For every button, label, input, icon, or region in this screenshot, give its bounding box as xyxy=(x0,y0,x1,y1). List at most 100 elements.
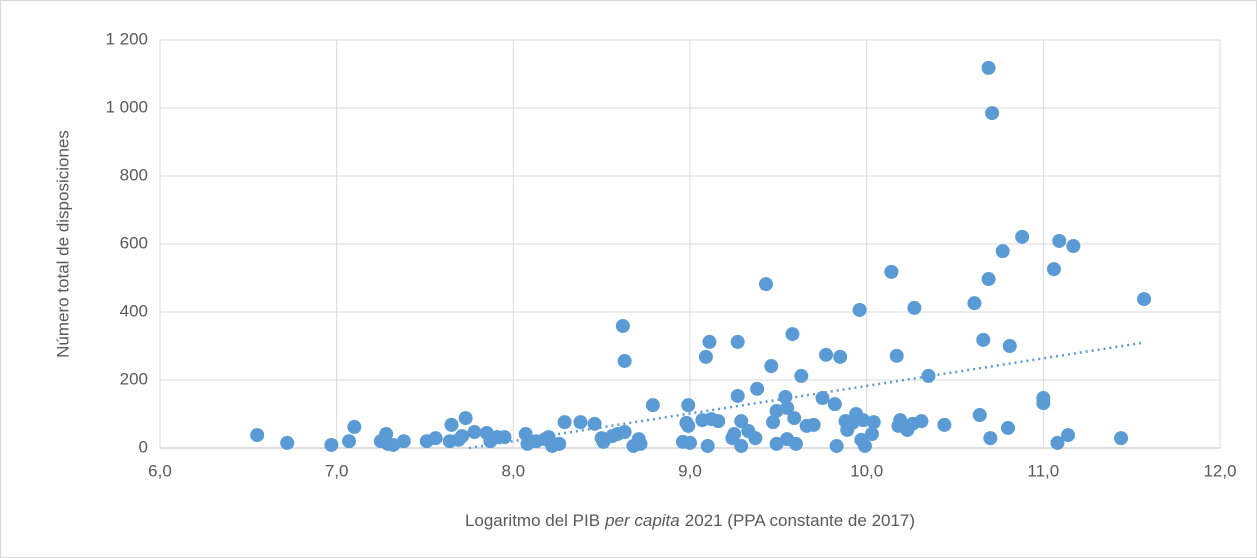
point xyxy=(852,302,867,317)
point xyxy=(976,332,991,347)
y-tick-label: 600 xyxy=(120,233,148,252)
y-tick-label: 1 000 xyxy=(105,97,148,116)
point xyxy=(681,418,696,433)
point xyxy=(907,300,922,315)
point xyxy=(727,427,742,442)
point xyxy=(750,381,765,396)
x-axis-label-part: Logaritmo del PIB xyxy=(465,511,600,530)
point xyxy=(806,417,821,432)
point xyxy=(250,428,265,443)
point xyxy=(1001,420,1015,435)
point xyxy=(455,429,470,444)
point xyxy=(1050,435,1065,450)
point xyxy=(764,359,779,374)
x-tick-label: 11,0 xyxy=(1027,461,1059,480)
point xyxy=(347,419,362,434)
point xyxy=(815,391,830,406)
point xyxy=(787,411,802,426)
x-axis-label-part: 2021 (PPA constante de 2017) xyxy=(685,511,915,530)
x-tick-label: 9,0 xyxy=(678,461,702,480)
point xyxy=(730,388,745,403)
y-tick-label: 1 200 xyxy=(105,29,148,48)
point xyxy=(428,431,443,446)
y-tick-label: 400 xyxy=(120,301,148,320)
point xyxy=(702,334,717,349)
point xyxy=(829,438,844,453)
point xyxy=(573,415,588,430)
point xyxy=(467,425,482,440)
point xyxy=(1046,262,1061,277)
point xyxy=(981,60,996,75)
point xyxy=(889,348,904,363)
x-axis-label: Logaritmo del PIB per capita 2021 (PPA con… xyxy=(465,511,915,530)
point xyxy=(552,436,567,451)
point xyxy=(633,436,648,451)
y-tick-label: 800 xyxy=(120,165,148,184)
point xyxy=(785,327,800,342)
point xyxy=(778,390,793,404)
point xyxy=(1002,339,1017,353)
x-tick-label: 8,0 xyxy=(502,461,526,480)
x-tick-label: 12,0 xyxy=(1203,461,1236,480)
y-axis-label: Número total de disposiciones xyxy=(53,130,72,358)
point xyxy=(995,244,1010,259)
point xyxy=(864,427,879,442)
point xyxy=(458,411,473,426)
point xyxy=(734,414,749,429)
point xyxy=(1052,233,1067,248)
point xyxy=(967,296,982,311)
point xyxy=(985,106,1000,121)
x-tick-label: 10,0 xyxy=(850,461,883,480)
point xyxy=(794,368,809,383)
point xyxy=(711,414,726,429)
x-tick-label: 7,0 xyxy=(325,461,349,480)
point xyxy=(766,415,781,430)
point xyxy=(972,408,987,423)
point xyxy=(557,415,572,430)
point xyxy=(769,436,784,451)
point xyxy=(587,416,602,431)
point xyxy=(833,349,848,364)
point xyxy=(280,435,295,450)
point xyxy=(342,434,357,449)
point xyxy=(1066,239,1081,254)
point xyxy=(856,413,871,428)
point xyxy=(937,417,952,432)
y-tick-label: 200 xyxy=(120,369,148,388)
point xyxy=(444,417,459,432)
point xyxy=(981,272,996,287)
point xyxy=(617,353,632,368)
point xyxy=(819,347,834,362)
x-tick-label: 6,0 xyxy=(148,461,172,480)
point xyxy=(884,264,899,279)
point xyxy=(700,438,715,453)
point xyxy=(615,318,630,333)
point xyxy=(683,435,697,450)
point xyxy=(681,398,696,413)
point xyxy=(734,438,749,453)
point xyxy=(324,437,339,452)
point xyxy=(386,437,401,452)
point xyxy=(396,434,411,449)
point xyxy=(758,277,773,292)
point xyxy=(1015,229,1030,244)
point xyxy=(1061,428,1076,443)
y-tick-label: 0 xyxy=(139,437,148,456)
point xyxy=(769,403,784,418)
point xyxy=(1114,431,1129,446)
point xyxy=(748,431,763,446)
point xyxy=(780,400,795,415)
point xyxy=(983,431,998,446)
point xyxy=(730,334,745,349)
point xyxy=(698,349,713,364)
point xyxy=(914,414,929,429)
point xyxy=(857,438,872,453)
point xyxy=(645,398,660,413)
point xyxy=(789,436,803,451)
point xyxy=(866,415,881,430)
point xyxy=(1036,396,1051,411)
point xyxy=(1137,292,1152,307)
